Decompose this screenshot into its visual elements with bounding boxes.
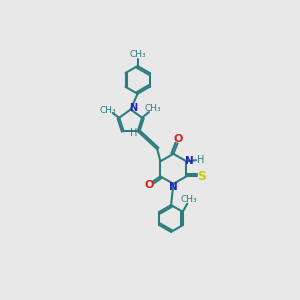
Text: S: S — [198, 170, 207, 183]
Text: CH₃: CH₃ — [100, 106, 116, 115]
Text: N: N — [185, 156, 194, 166]
Text: O: O — [173, 134, 183, 144]
Text: CH₃: CH₃ — [129, 50, 146, 59]
Text: H: H — [130, 128, 137, 139]
Text: H: H — [196, 155, 204, 165]
Text: O: O — [144, 180, 154, 190]
Text: N: N — [169, 182, 178, 192]
Text: N: N — [129, 103, 137, 113]
Text: CH₃: CH₃ — [145, 104, 161, 113]
Text: CH₃: CH₃ — [181, 195, 197, 204]
